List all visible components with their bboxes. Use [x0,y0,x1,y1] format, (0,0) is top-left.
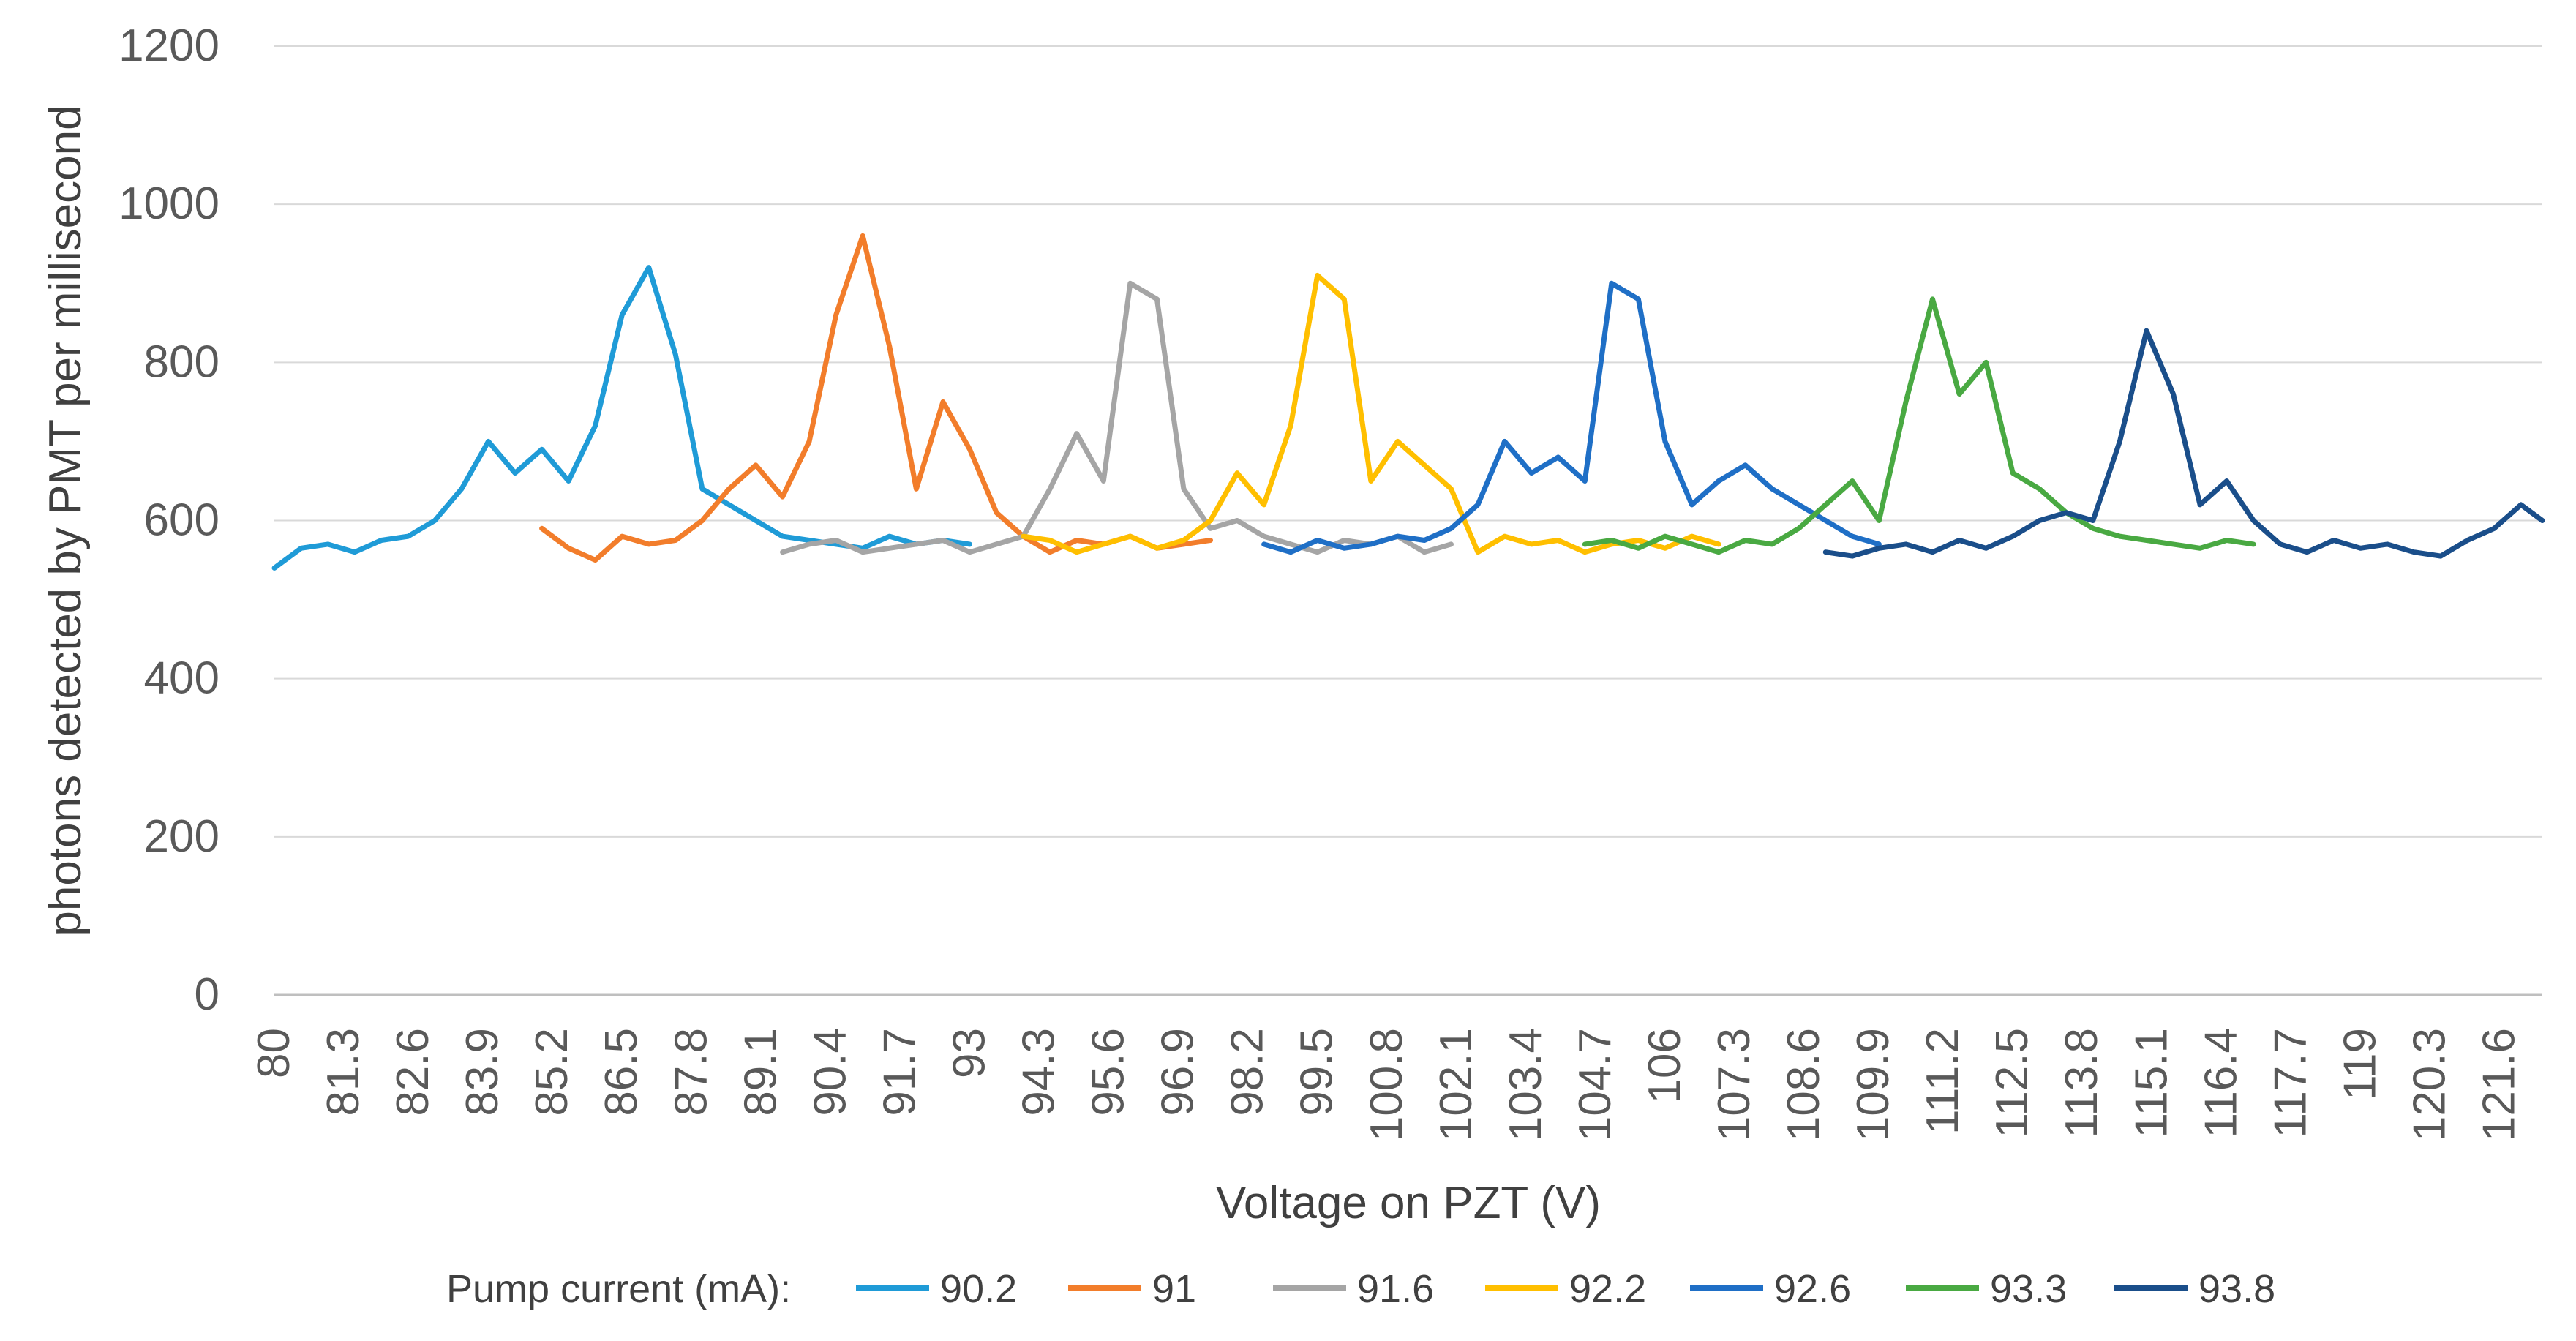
x-tick-label: 117.7 [2265,1028,2316,1138]
series-line-92.2 [1021,272,1721,555]
x-tick-label: 119 [2335,1028,2385,1100]
series-line-93.3 [1582,296,2256,555]
x-tick-label: 93 [944,1028,994,1078]
y-tick-label: 400 [144,653,219,704]
y-tick-label: 1000 [119,179,219,229]
legend-label-93.3: 93.3 [1990,1267,2067,1311]
x-tick-label: 82.6 [388,1028,438,1116]
legend-label-91.6: 91.6 [1357,1267,1434,1311]
y-tick-labels: 0 200 400 600 800 1000 1200 [119,20,219,1020]
x-tick-label: 103.4 [1501,1028,1551,1141]
x-tick-label: 85.2 [527,1028,577,1116]
x-tick-label: 115.1 [2126,1028,2177,1138]
x-tick-label: 106 [1640,1028,1690,1103]
x-tick-label: 102.1 [1431,1028,1482,1141]
x-tick-label: 104.7 [1570,1028,1621,1141]
x-tick-label: 87.8 [666,1028,716,1116]
gridlines [274,45,2542,996]
x-tick-label: 95.6 [1084,1028,1134,1116]
y-tick-label: 200 [144,811,219,862]
x-tick-label: 83.9 [457,1028,508,1116]
legend-label-92.2: 92.2 [1569,1267,1646,1311]
x-tick-label: 109.9 [1848,1028,1899,1141]
x-tick-label: 120.3 [2404,1028,2455,1141]
y-tick-label: 1200 [119,20,219,71]
y-axis-title: photons detected by PMT per millisecond [40,105,91,936]
legend-entries: 90.2 91 91.6 92.2 92.6 93.3 93.8 [856,1267,2275,1311]
series-line-91.6 [780,280,1454,555]
x-tick-label: 116.4 [2196,1028,2246,1138]
y-tick-label: 600 [144,495,219,546]
series-line-93.8 [1822,328,2545,559]
y-tick-label: 0 [195,969,219,1020]
x-tick-label: 100.8 [1362,1028,1412,1141]
x-tick-label: 96.9 [1153,1028,1203,1116]
x-tick-label: 91.7 [874,1028,925,1116]
x-tick-label: 121.6 [2474,1028,2525,1141]
x-tick-label: 90.4 [805,1028,855,1116]
legend-label-91: 91 [1152,1267,1196,1311]
x-tick-label: 112.5 [1987,1028,2038,1138]
x-tick-label: 81.3 [318,1028,369,1116]
legend: Pump current (mA): 90.2 91 91.6 92.2 92.6 93.… [446,1267,2275,1311]
x-tick-label: 86.5 [596,1028,647,1116]
x-tick-label: 107.3 [1709,1028,1760,1141]
x-tick-label: 80 [249,1028,299,1078]
x-tick-label: 108.6 [1779,1028,1829,1141]
x-tick-label: 111.2 [1918,1028,1968,1135]
x-tick-label: 113.8 [2057,1028,2107,1138]
series-line-92.6 [1261,280,1882,555]
legend-label-90.2: 90.2 [940,1267,1017,1311]
legend-title: Pump current (mA): [446,1267,791,1311]
x-axis-title: Voltage on PZT (V) [1216,1178,1601,1228]
x-tick-label: 89.1 [735,1028,786,1116]
x-tick-label: 98.2 [1223,1028,1273,1116]
x-tick-label: 99.5 [1292,1028,1343,1116]
y-tick-label: 800 [144,337,219,387]
x-tick-label: 94.3 [1014,1028,1064,1116]
x-tick-labels: 80 81.3 82.6 83.9 85.2 86.5 87.8 89.1 90.4 91.7 93… [249,1028,2525,1141]
legend-label-93.8: 93.8 [2198,1267,2275,1311]
series-lines [271,233,2545,571]
legend-label-92.6: 92.6 [1774,1267,1851,1311]
